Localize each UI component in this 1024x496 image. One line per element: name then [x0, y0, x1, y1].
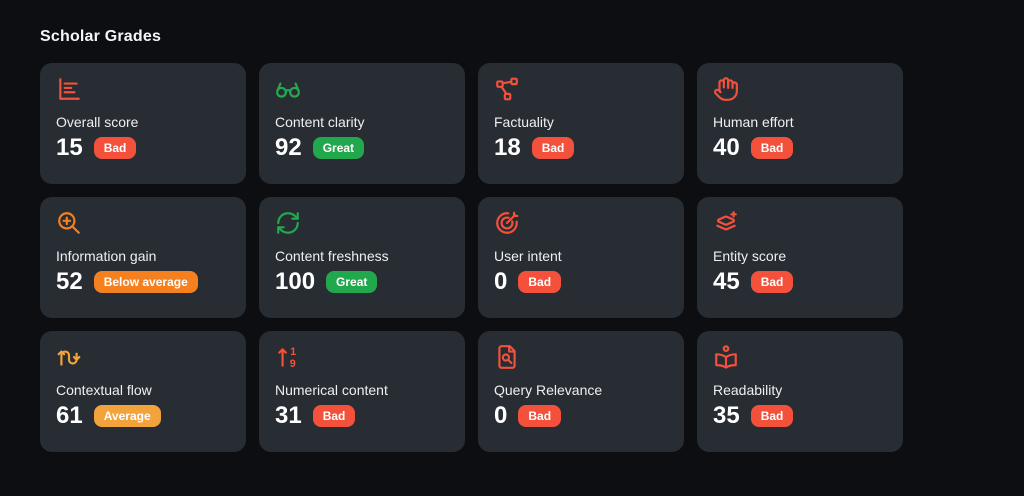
metric-label: Query Relevance: [494, 382, 603, 398]
metrics-grid: Overall score 15 Bad Content clarity 92 …: [40, 63, 903, 452]
metric-value: 100: [275, 268, 316, 295]
metric-value: 18: [494, 134, 521, 161]
status-badge: Bad: [93, 136, 137, 160]
layers-sparkle-icon: [713, 210, 739, 236]
metric-card-query-relevance: Query Relevance 0 Bad: [478, 331, 684, 452]
page-title: Scholar Grades: [40, 28, 162, 45]
bar-chart-icon: [56, 76, 82, 102]
status-badge: Bad: [750, 404, 794, 428]
metric-label: Human effort: [713, 114, 794, 130]
metric-label: Information gain: [56, 248, 157, 264]
metric-card-factuality: Factuality 18 Bad: [478, 63, 684, 184]
metric-value: 0: [494, 402, 508, 429]
metric-value: 40: [713, 134, 740, 161]
svg-text:9: 9: [290, 358, 296, 370]
metric-value: 61: [56, 402, 83, 429]
status-badge: Bad: [518, 270, 562, 294]
metric-value: 45: [713, 268, 740, 295]
scholar-grades-panel: Scholar Grades Overall score 15 Bad: [40, 28, 903, 452]
metric-card-readability: Readability 35 Bad: [697, 331, 903, 452]
metric-label: Contextual flow: [56, 382, 152, 398]
metric-card-human-effort: Human effort 40 Bad: [697, 63, 903, 184]
metric-label: User intent: [494, 248, 562, 264]
metric-card-content-freshness: Content freshness 100 Great: [259, 197, 465, 318]
status-badge: Average: [93, 404, 161, 428]
metric-label: Readability: [713, 382, 783, 398]
status-badge: Bad: [750, 270, 794, 294]
status-badge: Great: [326, 270, 378, 294]
metric-label: Content freshness: [275, 248, 389, 264]
glasses-icon: [275, 76, 301, 102]
metric-label: Numerical content: [275, 382, 388, 398]
goal-target-icon: [494, 210, 520, 236]
svg-text:1: 1: [290, 346, 296, 358]
metric-value: 15: [56, 134, 83, 161]
metric-value: 0: [494, 268, 508, 295]
metric-card-information-gain: Information gain 52 Below average: [40, 197, 246, 318]
status-badge: Bad: [518, 404, 562, 428]
refresh-icon: [275, 210, 301, 236]
sort-numeric-icon: 1 9: [275, 344, 301, 370]
metric-value: 35: [713, 402, 740, 429]
metric-card-entity-score: Entity score 45 Bad: [697, 197, 903, 318]
status-badge: Great: [312, 136, 365, 160]
metric-label: Factuality: [494, 114, 554, 130]
network-nodes-icon: [494, 76, 520, 102]
status-badge: Bad: [312, 404, 356, 428]
metric-card-numerical-content: 1 9 Numerical content 31 Bad: [259, 331, 465, 452]
metric-card-user-intent: User intent 0 Bad: [478, 197, 684, 318]
metric-value: 31: [275, 402, 302, 429]
winding-arrows-icon: [56, 344, 82, 370]
metric-card-contextual-flow: Contextual flow 61 Average: [40, 331, 246, 452]
metric-card-content-clarity: Content clarity 92 Great: [259, 63, 465, 184]
status-badge: Bad: [531, 136, 575, 160]
metric-label: Entity score: [713, 248, 787, 264]
metric-value: 92: [275, 134, 302, 161]
metric-card-overall-score: Overall score 15 Bad: [40, 63, 246, 184]
zoom-in-icon: [56, 210, 82, 236]
file-search-icon: [494, 344, 520, 370]
metric-value: 52: [56, 268, 83, 295]
status-badge: Below average: [93, 270, 198, 294]
status-badge: Bad: [750, 136, 794, 160]
hand-icon: [713, 76, 739, 102]
metric-label: Content clarity: [275, 114, 365, 130]
book-reader-icon: [713, 344, 739, 370]
metric-label: Overall score: [56, 114, 139, 130]
